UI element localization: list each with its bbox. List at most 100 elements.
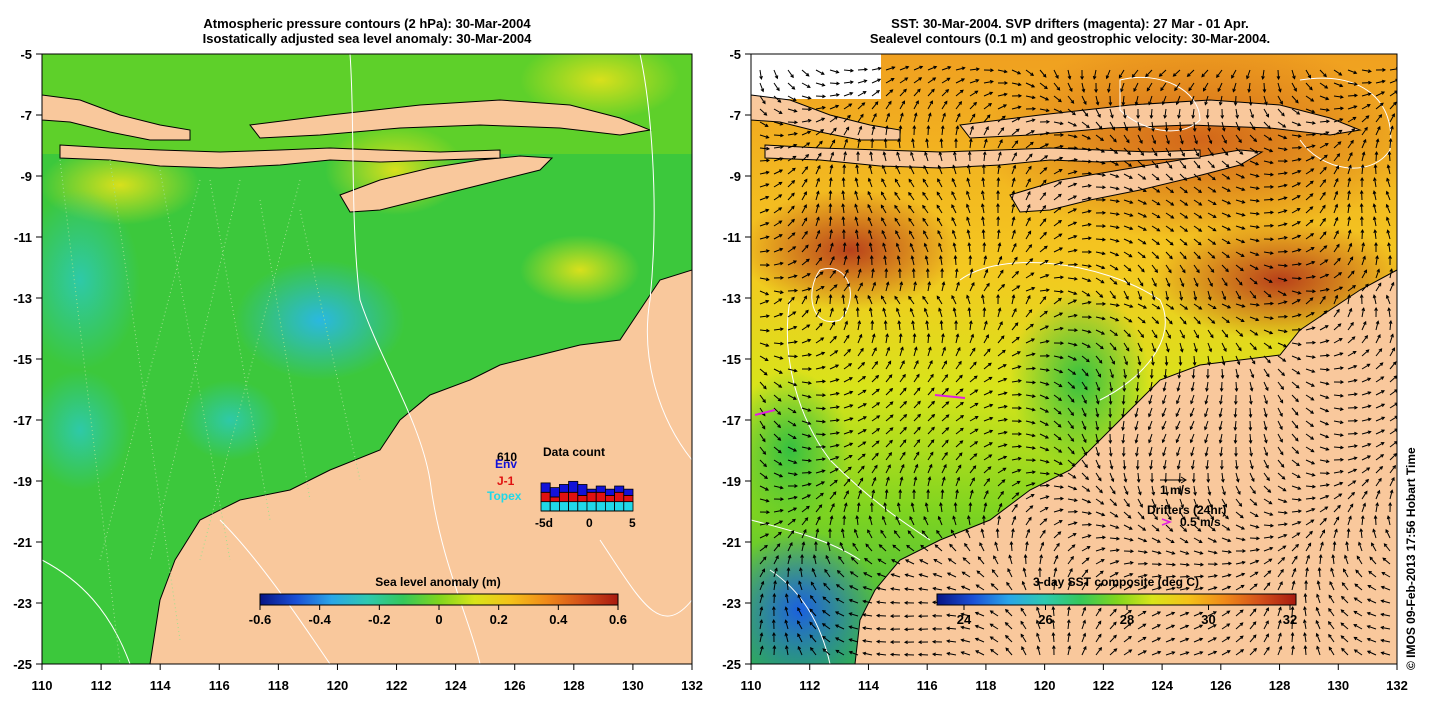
velocity-vector [1039, 245, 1048, 253]
velocity-vector [955, 268, 958, 279]
velocity-vector-head [859, 477, 864, 482]
velocity-vector-head [849, 92, 854, 96]
velocity-vector-head [1268, 137, 1273, 141]
velocity-vector-head [1227, 213, 1232, 218]
velocity-vector-head [1115, 174, 1120, 178]
velocity-vector [1193, 290, 1197, 300]
velocity-vector-head [1101, 149, 1106, 153]
velocity-vector-head [1176, 400, 1180, 405]
velocity-vector-head [847, 348, 852, 353]
velocity-vector [856, 242, 859, 253]
velocity-vector-head [1356, 555, 1361, 560]
velocity-vector-head [799, 567, 803, 572]
velocity-vector-head [918, 587, 923, 591]
velocity-vector-head [890, 573, 895, 577]
velocity-vector-head [1101, 173, 1106, 177]
velocity-vector-head [1282, 358, 1287, 362]
velocity-vector [1165, 147, 1171, 157]
velocity-vector-head [1290, 631, 1295, 636]
velocity-vector-head [807, 446, 812, 451]
velocity-vector [1039, 143, 1049, 149]
velocity-vector-head [1141, 164, 1146, 168]
velocity-vector-head [823, 582, 827, 587]
velocity-vector [1389, 416, 1397, 422]
left-colorbar-tick-label: -0.6 [249, 612, 271, 627]
velocity-vector-head [889, 414, 894, 419]
velocity-vector [1234, 95, 1237, 106]
velocity-vector [997, 243, 1001, 253]
velocity-vector [773, 181, 782, 188]
velocity-vector-head [807, 494, 812, 498]
velocity-vector [899, 347, 904, 357]
velocity-vector [911, 503, 915, 513]
velocity-vector-head [943, 360, 947, 365]
velocity-vector-head [871, 333, 876, 338]
velocity-vector-head [1380, 625, 1385, 630]
velocity-vector [829, 444, 839, 448]
velocity-vector-head [1334, 216, 1339, 221]
velocity-vector-head [1200, 562, 1205, 567]
velocity-vector [1277, 534, 1287, 539]
velocity-vector-head [1073, 342, 1078, 347]
velocity-vector-head [1255, 303, 1260, 307]
velocity-vector-head [886, 346, 891, 351]
velocity-vector [1109, 342, 1117, 351]
velocity-vector [924, 308, 929, 318]
velocity-vector-head [1251, 360, 1256, 365]
velocity-vector-head [1325, 459, 1330, 464]
velocity-vector [1160, 82, 1167, 91]
velocity-vector-head [968, 501, 973, 506]
velocity-vector [1039, 368, 1049, 371]
velocity-vector [1107, 82, 1111, 92]
velocity-vector-head [1218, 413, 1223, 418]
velocity-vector [1067, 235, 1077, 240]
velocity-vector [1319, 143, 1329, 149]
velocity-vector-head [961, 66, 966, 71]
velocity-vector [1161, 420, 1167, 430]
velocity-vector [1067, 69, 1071, 79]
velocity-vector-head [888, 451, 893, 456]
velocity-vector [857, 453, 866, 461]
velocity-vector [1235, 635, 1244, 643]
velocity-vector [1039, 420, 1049, 426]
velocity-vector-head [1325, 434, 1330, 439]
velocity-vector-head [1084, 112, 1089, 117]
velocity-vector-head [1027, 190, 1031, 195]
velocity-vector [1109, 238, 1119, 242]
velocity-vector [1263, 147, 1273, 152]
velocity-vector [1204, 407, 1209, 417]
velocity-vector [1193, 186, 1202, 193]
velocity-vector [997, 456, 1007, 461]
velocity-vector [1081, 646, 1087, 656]
velocity-vector-head [1239, 635, 1244, 640]
velocity-vector [1164, 108, 1167, 118]
velocity-vector [1095, 342, 1104, 350]
velocity-vector-head [861, 453, 866, 458]
velocity-vector [773, 328, 783, 331]
velocity-vector [773, 157, 783, 162]
velocity-vector [969, 361, 977, 370]
velocity-vector-head [1388, 137, 1393, 142]
velocity-vector-head [1208, 348, 1213, 353]
velocity-vector [787, 193, 795, 201]
velocity-vector [1219, 433, 1223, 443]
velocity-vector-head [1027, 216, 1031, 221]
velocity-vector [1277, 290, 1287, 296]
velocity-vector-head [849, 442, 854, 447]
velocity-vector-head [890, 77, 895, 82]
velocity-vector [1137, 355, 1141, 365]
velocity-vector [798, 581, 803, 591]
velocity-vector [815, 407, 826, 410]
velocity-vector-head [797, 645, 802, 650]
velocity-vector-head [793, 143, 798, 148]
velocity-vector [773, 368, 783, 374]
velocity-vector [885, 452, 892, 461]
velocity-vector-head [1253, 583, 1258, 588]
velocity-vector-head [863, 557, 868, 562]
velocity-vector [1067, 342, 1077, 346]
velocity-vector [899, 66, 909, 71]
velocity-vector [1039, 311, 1048, 318]
velocity-vector-head [1353, 82, 1358, 86]
velocity-vector [871, 361, 878, 370]
velocity-vector [1123, 355, 1128, 365]
